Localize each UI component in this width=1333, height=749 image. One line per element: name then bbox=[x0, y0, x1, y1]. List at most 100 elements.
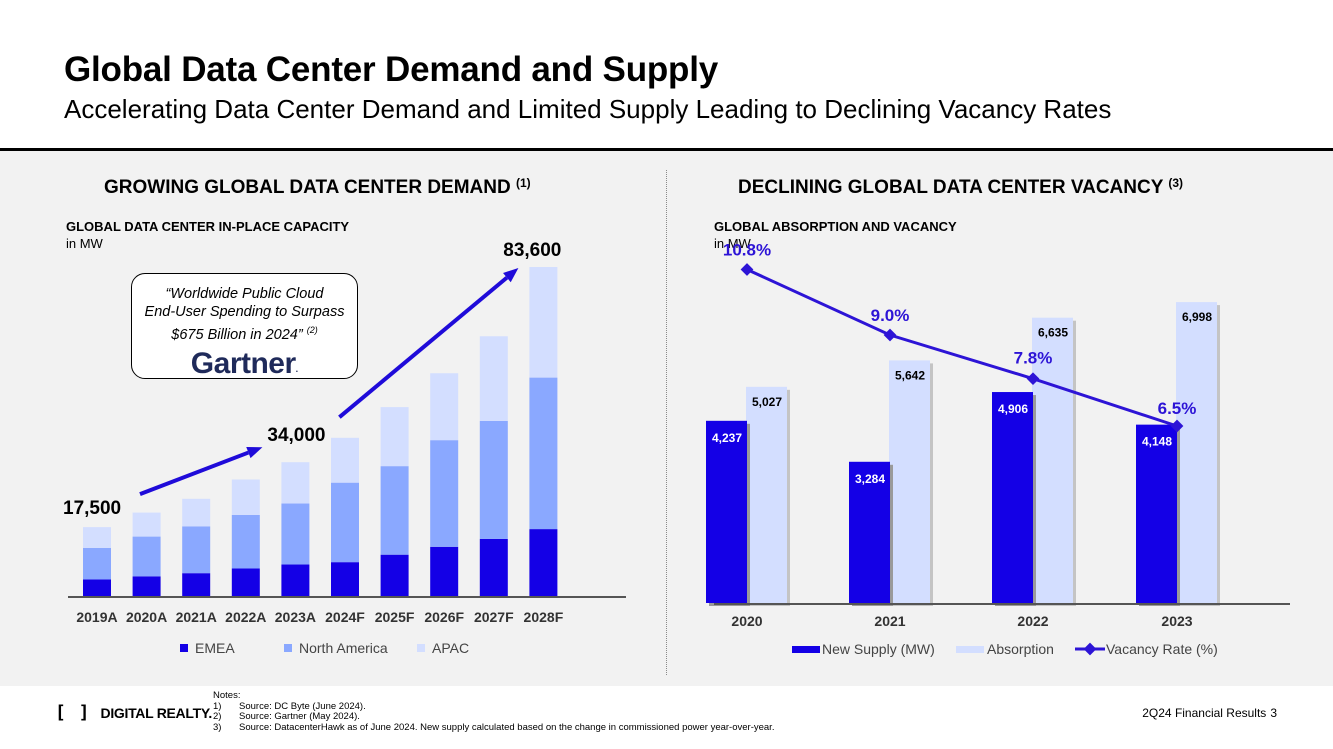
digital-realty-logo: [ ] DIGITAL REALTY. bbox=[55, 702, 212, 723]
callout-quote: “Worldwide Public Cloud End-User Spendin… bbox=[132, 285, 357, 344]
bar-apac-2020A bbox=[132, 512, 161, 537]
legend-swatch-1 bbox=[284, 644, 292, 652]
x-tick-label: 2022 bbox=[1017, 613, 1048, 629]
panel-divider bbox=[666, 170, 667, 675]
vacancy-section-title: DECLINING GLOBAL DATA CENTER VACANCY (3) bbox=[738, 176, 1183, 199]
absorption-label-2021: 5,642 bbox=[895, 368, 925, 382]
bar-north-america-2019A bbox=[83, 547, 111, 580]
bar-north-america-2022A bbox=[231, 514, 260, 569]
footnotes: Notes: 1) Source: DC Byte (June 2024). 2)… bbox=[213, 690, 775, 734]
bar-apac-2028F bbox=[529, 267, 558, 378]
new-supply-label-2022: 4,906 bbox=[998, 402, 1028, 416]
callout-line-1: “Worldwide Public Cloud bbox=[165, 286, 324, 302]
footer-right: 2Q24 Financial Results 3 bbox=[1142, 706, 1277, 720]
absorption-bar-2023 bbox=[1176, 302, 1217, 603]
x-tick-label: 2023A bbox=[275, 609, 316, 625]
x-tick-label: 2021A bbox=[176, 609, 217, 625]
gartner-logo-mark: . bbox=[295, 363, 299, 374]
bar-apac-2021A bbox=[182, 498, 211, 527]
gartner-logo: Gartner. bbox=[132, 347, 357, 381]
callout-line-3-wrap: $675 Billion in 2024” (2) bbox=[132, 321, 357, 344]
legend-label-vacancy: Vacancy Rate (%) bbox=[1106, 641, 1218, 657]
note-3-number: 3) bbox=[213, 721, 222, 733]
bar-emea-2021A bbox=[182, 573, 211, 596]
new-supply-bar-2023 bbox=[1136, 424, 1177, 603]
capacity-stacked-bar-chart: 2019A 2020A 2021A 2022A 2023A 2024F 2025F 2026F… bbox=[63, 240, 626, 656]
bar-north-america-2027F bbox=[479, 420, 508, 539]
bar-emea-2028F bbox=[529, 529, 558, 596]
logo-text: DIGITAL REALTY. bbox=[100, 704, 213, 721]
x-tick-label: 2023 bbox=[1161, 613, 1192, 629]
capacity-chart-label: GLOBAL DATA CENTER IN-PLACE CAPACITY bbox=[66, 219, 350, 234]
vacancy-section-title-text: DECLINING GLOBAL DATA CENTER VACANCY bbox=[738, 177, 1164, 198]
bar-north-america-2020A bbox=[132, 536, 161, 577]
growth-arrow-1-shaft bbox=[139, 450, 250, 496]
note-2-number: 2) bbox=[213, 711, 222, 722]
note-1-number: 1) bbox=[213, 700, 222, 712]
bar-apac-2022A bbox=[231, 479, 260, 515]
absorption-chart-unit: in MW bbox=[714, 236, 751, 251]
demand-section-title-text: GROWING GLOBAL DATA CENTER DEMAND bbox=[104, 177, 511, 198]
note-3-text: Source: DatacenterHawk as of June 2024. … bbox=[239, 721, 775, 733]
legend-label-absorption: Absorption bbox=[987, 641, 1054, 657]
bracket-logo-icon: [ ] bbox=[55, 702, 91, 723]
total-label-2023: 34,000 bbox=[267, 425, 325, 446]
demand-section-title: GROWING GLOBAL DATA CENTER DEMAND (1) bbox=[104, 176, 531, 199]
legend-swatch-absorption bbox=[956, 646, 984, 653]
demand-section-note: (1) bbox=[516, 176, 531, 190]
growth-arrow-2-shaft bbox=[338, 276, 509, 419]
legend-swatch-2 bbox=[417, 644, 425, 652]
notes-title: Notes: bbox=[213, 690, 241, 701]
growth-arrow-2-head bbox=[503, 268, 519, 283]
note-1-text: Source: DC Byte (June 2024). bbox=[239, 700, 366, 712]
x-tick-label: 2021 bbox=[874, 613, 905, 629]
page-title: Global Data Center Demand and Supply bbox=[64, 50, 719, 89]
absorption-label-2023: 6,998 bbox=[1182, 310, 1212, 324]
bar-north-america-2023A bbox=[281, 503, 310, 565]
legend-label-0: EMEA bbox=[195, 640, 235, 656]
total-label-2019: 17,500 bbox=[63, 498, 121, 519]
vacancy-label-2023: 6.5% bbox=[1158, 399, 1197, 418]
bar-north-america-2024F bbox=[331, 482, 359, 563]
note-1: 1) Source: DC Byte (June 2024). bbox=[213, 700, 774, 713]
bar-emea-2024F bbox=[331, 562, 359, 596]
footer-report-title: 2Q24 Financial Results bbox=[1142, 706, 1267, 720]
bar-apac-2027F bbox=[479, 336, 508, 421]
x-tick-label: 2028F bbox=[524, 609, 564, 625]
bar-apac-2024F bbox=[331, 437, 359, 483]
absorption-chart-label: GLOBAL ABSORPTION AND VACANCY bbox=[714, 219, 957, 234]
bar-apac-2023A bbox=[281, 462, 310, 504]
new-supply-label-2021: 3,284 bbox=[855, 472, 885, 486]
x-tick-label: 2026F bbox=[424, 609, 464, 625]
new-supply-label-2020: 4,237 bbox=[712, 431, 742, 445]
gartner-callout: “Worldwide Public Cloud End-User Spendin… bbox=[131, 273, 358, 381]
x-tick-label: 2024F bbox=[325, 609, 365, 625]
note-2-text: Source: Gartner (May 2024). bbox=[239, 711, 360, 722]
growth-arrow-1-head bbox=[246, 446, 263, 459]
vacancy-point-2020 bbox=[740, 263, 754, 276]
x-tick-label: 2027F bbox=[474, 609, 514, 625]
absorption-bar-2022 bbox=[1032, 317, 1073, 603]
capacity-chart-unit: in MW bbox=[66, 236, 103, 251]
vacancy-label-2020: 10.8% bbox=[723, 240, 771, 259]
bar-apac-2025F bbox=[380, 407, 409, 467]
bar-emea-2025F bbox=[380, 554, 409, 596]
legend-swatch-new-supply bbox=[792, 646, 820, 653]
header-rule bbox=[0, 148, 1333, 151]
bar-emea-2022A bbox=[231, 568, 260, 596]
vacancy-label-2021: 9.0% bbox=[871, 306, 910, 325]
vacancy-section-note: (3) bbox=[1168, 176, 1183, 190]
x-tick-label: 2022A bbox=[225, 609, 266, 625]
absorption-vacancy-chart: 4,237 5,027 2020 3,284 5,642 2021 4,906 6,635 20… bbox=[706, 240, 1290, 657]
bar-north-america-2021A bbox=[182, 526, 211, 574]
absorption-bar-2020 bbox=[746, 386, 787, 603]
x-tick-label: 2025F bbox=[375, 609, 415, 625]
bar-emea-2019A bbox=[83, 579, 111, 596]
bar-apac-2026F bbox=[430, 373, 459, 441]
absorption-label-2020: 5,027 bbox=[752, 395, 782, 409]
note-3: 3) Source: DatacenterHawk as of June 2024… bbox=[213, 721, 775, 734]
legend-swatch-0 bbox=[180, 644, 188, 652]
bar-emea-2023A bbox=[281, 564, 310, 596]
total-label-2028: 83,600 bbox=[503, 240, 561, 261]
callout-line-2: End-User Spending to Surpass bbox=[144, 304, 345, 320]
